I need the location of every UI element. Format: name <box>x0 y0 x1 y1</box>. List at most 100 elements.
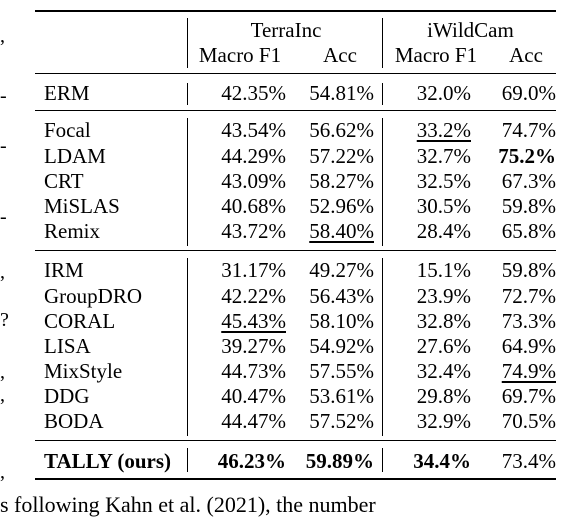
margin-mark: , <box>0 261 5 283</box>
column-separator <box>187 258 188 436</box>
value-cell: 58.40% <box>290 219 374 243</box>
margin-mark: - <box>0 135 7 157</box>
method-name: DDG <box>44 384 90 408</box>
underlined-value: 58.40% <box>309 219 374 243</box>
method-name: IRM <box>44 258 84 282</box>
value-cell: 31.17% <box>221 258 286 282</box>
value-cell: 73.3% <box>501 309 556 333</box>
underlined-value: 74.9% <box>501 359 556 383</box>
underlined-value: 33.2% <box>416 118 471 142</box>
value-cell: 33.2% <box>385 118 471 142</box>
method-name: BODA <box>44 409 104 433</box>
value-cell: 67.3% <box>501 169 556 193</box>
value-cell: 74.9% <box>476 359 556 383</box>
value-cell: 59.8% <box>501 258 556 282</box>
column-header: Macro F1 <box>198 43 282 67</box>
column-header: Acc <box>323 43 357 67</box>
group-rule <box>35 250 556 251</box>
column-separator <box>187 18 188 68</box>
value-cell: 69.7% <box>501 384 556 408</box>
method-name: GroupDRO <box>44 284 142 308</box>
margin-mark: , <box>0 461 5 483</box>
value-cell: 58.10% <box>309 309 374 333</box>
clipped-caption-text: s following Kahn et al. (2021), the numb… <box>0 492 376 517</box>
value-cell: 49.27% <box>309 258 374 282</box>
value-cell: 45.43% <box>190 309 286 333</box>
column-separator <box>382 258 383 436</box>
value-cell: 29.8% <box>416 384 471 408</box>
value-cell: 30.5% <box>416 194 471 218</box>
value-cell: 73.4% <box>501 449 556 473</box>
margin-mark: , <box>0 25 5 47</box>
top-rule <box>35 10 556 12</box>
margin-mark: , <box>0 384 5 406</box>
group-rule <box>35 110 556 111</box>
value-cell: 44.47% <box>221 409 286 433</box>
value-cell: 32.9% <box>416 409 471 433</box>
value-cell: 65.8% <box>501 219 556 243</box>
value-cell: 44.29% <box>221 144 286 168</box>
margin-mark: - <box>0 206 7 228</box>
underlined-value: 45.43% <box>221 309 286 333</box>
method-name: MixStyle <box>44 359 123 383</box>
method-name: TALLY (ours) <box>44 449 171 473</box>
value-cell: 32.5% <box>416 169 471 193</box>
value-cell: 69.0% <box>501 81 556 105</box>
value-cell: 54.92% <box>309 334 374 358</box>
column-separator <box>382 118 383 246</box>
value-cell: 34.4% <box>413 449 471 473</box>
group-header-terrainc: TerraInc <box>250 18 322 42</box>
value-cell: 57.22% <box>309 144 374 168</box>
value-cell: 75.2% <box>498 144 556 168</box>
value-cell: 28.4% <box>416 219 471 243</box>
value-cell: 57.55% <box>309 359 374 383</box>
margin-mark: - <box>0 85 7 107</box>
value-cell: 32.0% <box>416 81 471 105</box>
bottom-rule <box>35 478 556 480</box>
margin-mark: , <box>0 361 5 383</box>
value-cell: 56.62% <box>309 118 374 142</box>
value-cell: 72.7% <box>501 284 556 308</box>
value-cell: 32.4% <box>416 359 471 383</box>
method-name: ERM <box>44 81 90 105</box>
value-cell: 56.43% <box>309 284 374 308</box>
margin-mark: ? <box>0 309 9 331</box>
value-cell: 44.73% <box>221 359 286 383</box>
method-name: Remix <box>44 219 100 243</box>
column-separator <box>382 18 383 68</box>
method-name: CORAL <box>44 309 116 333</box>
method-name: CRT <box>44 169 84 193</box>
value-cell: 64.9% <box>501 334 556 358</box>
value-cell: 42.35% <box>221 81 286 105</box>
value-cell: 43.72% <box>221 219 286 243</box>
value-cell: 59.8% <box>501 194 556 218</box>
value-cell: 57.52% <box>309 409 374 433</box>
header-rule <box>35 73 556 74</box>
value-cell: 23.9% <box>416 284 471 308</box>
column-header: Acc <box>509 43 543 67</box>
value-cell: 39.27% <box>221 334 286 358</box>
method-name: MiSLAS <box>44 194 120 218</box>
column-separator <box>187 118 188 246</box>
value-cell: 58.27% <box>309 169 374 193</box>
value-cell: 54.81% <box>309 81 374 105</box>
column-separator <box>187 448 188 472</box>
column-separator <box>382 448 383 472</box>
value-cell: 42.22% <box>221 284 286 308</box>
value-cell: 32.7% <box>416 144 471 168</box>
column-separator <box>382 83 383 105</box>
group-rule <box>35 440 556 441</box>
value-cell: 40.68% <box>221 194 286 218</box>
value-cell: 32.8% <box>416 309 471 333</box>
value-cell: 46.23% <box>217 449 286 473</box>
value-cell: 74.7% <box>501 118 556 142</box>
method-name: LISA <box>44 334 91 358</box>
value-cell: 43.09% <box>221 169 286 193</box>
column-separator <box>187 83 188 105</box>
value-cell: 70.5% <box>501 409 556 433</box>
column-header: Macro F1 <box>394 43 478 67</box>
value-cell: 40.47% <box>221 384 286 408</box>
group-header-iwildcam: iWildCam <box>427 18 514 42</box>
value-cell: 15.1% <box>416 258 471 282</box>
value-cell: 52.96% <box>309 194 374 218</box>
